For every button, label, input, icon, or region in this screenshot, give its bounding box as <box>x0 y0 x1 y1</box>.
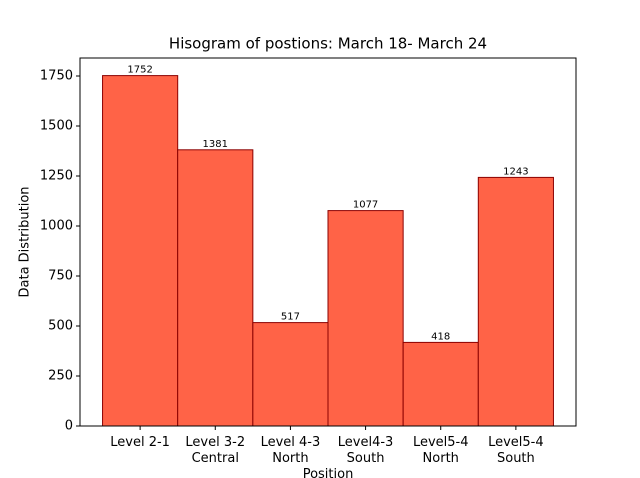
x-tick-label-line: Level 3-2 <box>185 435 245 450</box>
x-tick-label: Level 2-1 <box>110 435 170 450</box>
bar <box>177 149 254 427</box>
y-tick-label: 1500 <box>40 119 73 134</box>
bar <box>402 341 479 427</box>
bar <box>102 75 179 427</box>
y-axis-label: Data Distribution <box>18 186 33 297</box>
value-label: 1381 <box>203 139 228 150</box>
x-axis-label: Position <box>303 467 354 478</box>
x-tick-label-line: South <box>497 451 535 466</box>
x-tick-label-line: Central <box>192 451 239 466</box>
x-tick-label-line: Level 2-1 <box>110 435 170 450</box>
value-label: 517 <box>281 312 300 323</box>
y-tick-label: 1250 <box>40 169 73 184</box>
x-tick-label-line: Level4-3 <box>338 435 394 450</box>
value-label: 1077 <box>353 200 378 211</box>
y-tick-label: 750 <box>48 269 73 284</box>
x-tick-label-line: North <box>423 451 459 466</box>
axes-frame <box>79 57 577 427</box>
y-tick-label: 0 <box>65 419 73 434</box>
x-tick-label: Level 3-2 Central <box>185 435 245 466</box>
x-tick-label: Level5-4 South <box>488 435 544 466</box>
y-tick-label: 250 <box>48 369 73 384</box>
x-tick-label-line: Level5-4 <box>488 435 544 450</box>
x-tick-label-line: North <box>272 451 308 466</box>
x-tick-label-line: South <box>347 451 385 466</box>
bar <box>252 322 329 427</box>
y-tick-label: 500 <box>48 319 73 334</box>
value-label: 418 <box>431 331 450 342</box>
y-tick-label: 1000 <box>40 219 73 234</box>
value-label: 1243 <box>503 166 528 177</box>
x-tick-label-line: Level 4-3 <box>261 435 321 450</box>
chart-title: Hisogram of postions: March 18- March 24 <box>169 35 487 53</box>
x-tick-label: Level5-4 North <box>413 435 469 466</box>
value-label: 1752 <box>127 65 152 76</box>
x-tick-label: Level4-3 South <box>338 435 394 466</box>
bar <box>327 210 404 427</box>
x-tick-label-line: Level5-4 <box>413 435 469 450</box>
x-tick-label: Level 4-3 North <box>261 435 321 466</box>
y-tick-label: 1750 <box>40 69 73 84</box>
bar <box>477 176 554 427</box>
